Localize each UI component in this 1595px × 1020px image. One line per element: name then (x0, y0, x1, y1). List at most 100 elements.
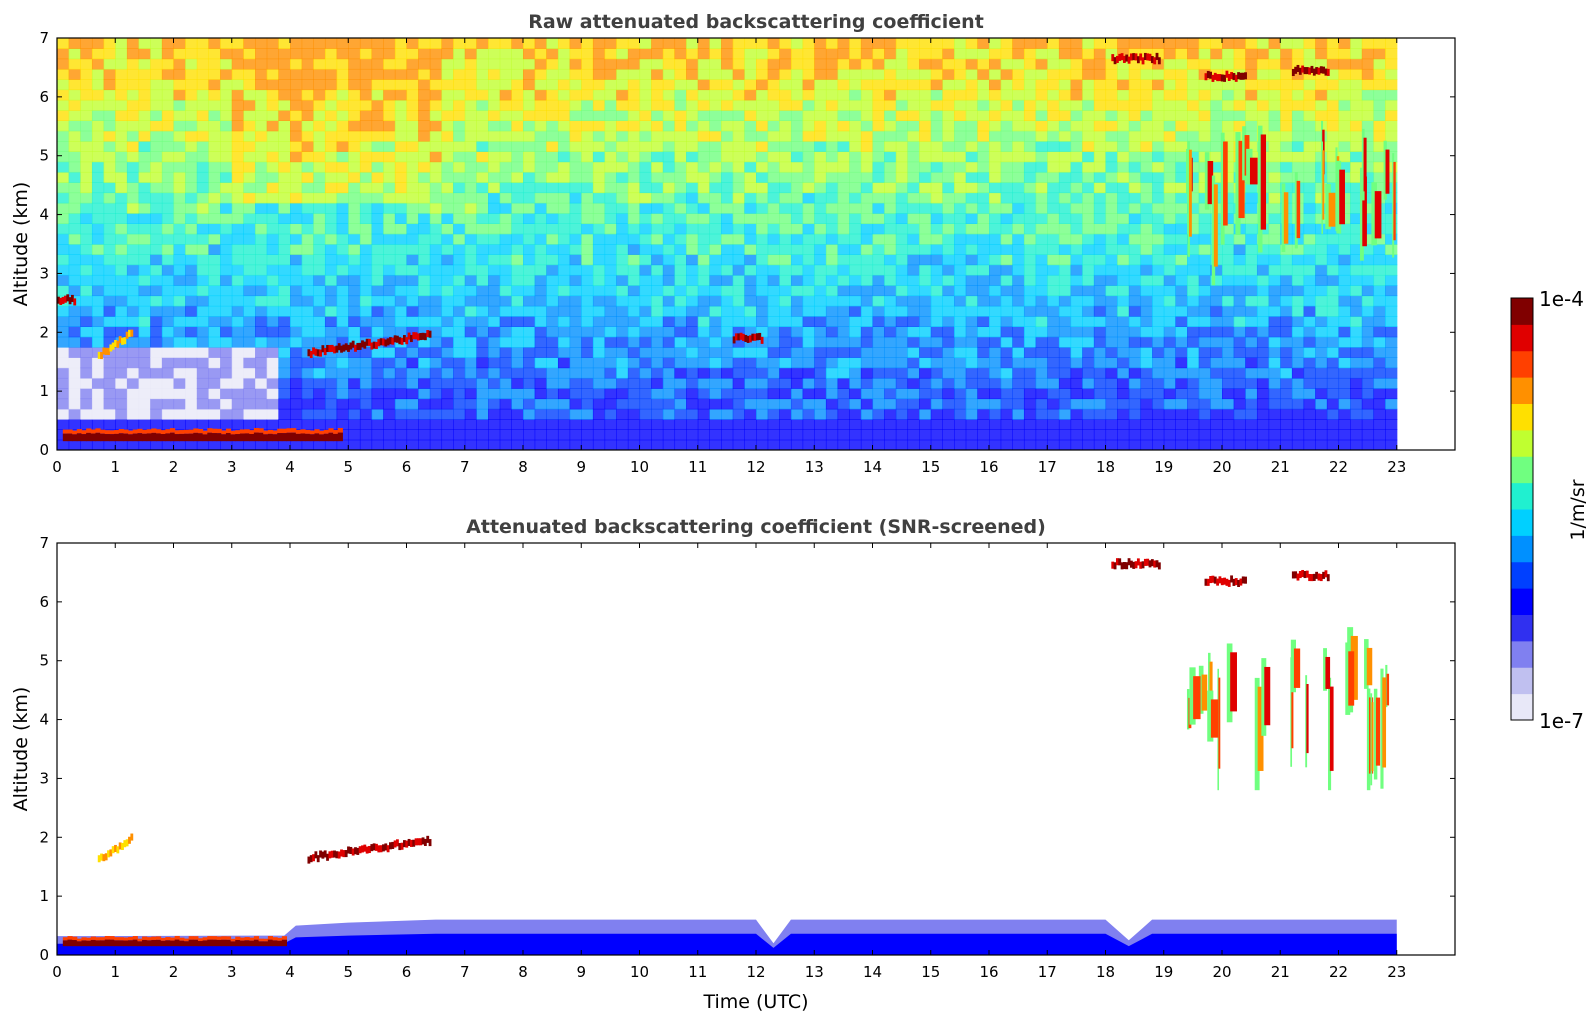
x-tick: 7 (460, 543, 470, 981)
y-tick-label: 1 (39, 382, 49, 400)
y-tick: 2 (39, 323, 1455, 341)
x-tick-label: 3 (227, 963, 237, 981)
x-tick-label: 10 (630, 458, 649, 476)
x-tick: 0 (52, 543, 62, 981)
plot-frame (56, 542, 1456, 956)
aerosol-layer (97, 833, 134, 863)
x-tick-label: 21 (1271, 963, 1290, 981)
x-tick: 22 (1329, 543, 1348, 981)
y-tick: 5 (39, 147, 1455, 165)
x-tick: 15 (921, 543, 940, 981)
x-tick: 4 (285, 543, 295, 981)
x-tick: 8 (518, 543, 528, 981)
x-tick: 19 (1154, 543, 1173, 981)
cirrus (1204, 70, 1247, 82)
x-tick-label: 15 (921, 458, 940, 476)
x-tick: 16 (979, 38, 999, 476)
x-tick-label: 0 (52, 963, 62, 981)
x-tick: 2 (169, 543, 179, 981)
colorbar-cell (1511, 509, 1533, 536)
x-tick: 4 (285, 38, 295, 476)
x-tick-label: 18 (1096, 963, 1115, 981)
x-tick-label: 13 (805, 458, 824, 476)
x-tick-label: 5 (343, 458, 353, 476)
x-tick-label: 14 (863, 963, 882, 981)
x-tick: 12 (746, 38, 766, 476)
colorbar: 1e-4 1e-7 1/m/sr (1510, 287, 1589, 733)
cirrus (1111, 558, 1161, 570)
x-tick-label: 10 (630, 963, 649, 981)
y-tick: 6 (39, 593, 1455, 611)
x-tick: 12 (746, 543, 766, 981)
x-tick-label: 22 (1329, 963, 1348, 981)
y-tick-label: 7 (39, 534, 49, 552)
panel-title: Raw attenuated backscattering coefficien… (528, 11, 984, 33)
x-tick: 3 (227, 543, 237, 981)
cirrus-fallstreaks (1186, 627, 1390, 791)
x-tick-label: 4 (285, 963, 295, 981)
y-tick-label: 6 (39, 593, 49, 611)
x-tick: 3 (227, 38, 237, 476)
y-tick-label: 6 (39, 88, 49, 106)
x-tick-label: 2 (169, 963, 179, 981)
colorbar-cell (1511, 693, 1533, 721)
x-tick: 18 (1096, 543, 1115, 981)
colorbar-cell (1511, 561, 1533, 589)
x-tick: 11 (688, 38, 707, 476)
x-tick: 6 (402, 543, 411, 981)
x-tick-label: 22 (1329, 458, 1348, 476)
x-tick-label: 20 (1212, 963, 1231, 981)
colorbar-cell (1511, 324, 1533, 352)
x-tick: 5 (343, 38, 353, 476)
y-tick: 5 (39, 652, 1455, 670)
colorbar-cell (1511, 298, 1533, 325)
x-tick: 7 (460, 38, 470, 476)
colorbar-max-label: 1e-4 (1539, 287, 1584, 311)
x-tick: 11 (688, 543, 707, 981)
x-tick-label: 11 (688, 458, 707, 476)
y-tick-label: 5 (39, 652, 49, 670)
x-tick: 8 (518, 38, 528, 476)
x-tick: 1 (110, 38, 120, 476)
x-tick: 9 (576, 38, 586, 476)
x-tick-label: 19 (1154, 458, 1173, 476)
x-tick-label: 3 (227, 458, 237, 476)
x-tick-label: 14 (863, 458, 882, 476)
x-tick: 19 (1154, 38, 1173, 476)
x-tick: 0 (52, 38, 62, 476)
x-tick-label: 9 (576, 963, 586, 981)
x-tick: 22 (1329, 38, 1348, 476)
x-tick-label: 19 (1154, 963, 1173, 981)
y-axis-ticks: 0 1 2 3 4 5 6 7 (39, 29, 1455, 459)
x-tick: 2 (169, 38, 178, 476)
colorbar-cell (1511, 429, 1533, 457)
y-tick-label: 7 (39, 29, 49, 47)
y-tick-label: 2 (39, 323, 49, 341)
x-tick: 10 (630, 543, 649, 981)
snr-screened-heatmap (57, 558, 1397, 955)
colorbar-cell (1511, 482, 1533, 510)
y-axis-label: Altitude (km) (10, 687, 32, 812)
x-tick: 10 (630, 38, 649, 476)
y-tick: 0 (39, 441, 1455, 459)
y-tick-label: 4 (39, 711, 49, 729)
y-tick-label: 0 (39, 441, 49, 459)
x-tick: 20 (1212, 543, 1232, 981)
y-axis-label: Altitude (km) (10, 182, 32, 307)
colorbar-cell (1511, 403, 1533, 431)
y-tick-label: 0 (39, 946, 49, 964)
x-tick-label: 13 (805, 963, 824, 981)
x-tick-label: 0 (52, 458, 62, 476)
colorbar-unit-label: 1/m/sr (1567, 479, 1589, 540)
x-tick-label: 5 (343, 963, 353, 981)
x-tick-label: 17 (1038, 963, 1057, 981)
x-tick: 21 (1271, 38, 1290, 476)
colorbar-cell (1511, 535, 1533, 563)
y-tick-label: 3 (39, 264, 49, 282)
y-tick: 7 (39, 534, 1455, 552)
y-tick: 0 (39, 946, 1455, 964)
raw-noise-field (57, 38, 1398, 450)
y-tick-label: 2 (39, 828, 49, 846)
x-tick-label: 7 (460, 458, 470, 476)
y-tick: 4 (39, 206, 1455, 224)
